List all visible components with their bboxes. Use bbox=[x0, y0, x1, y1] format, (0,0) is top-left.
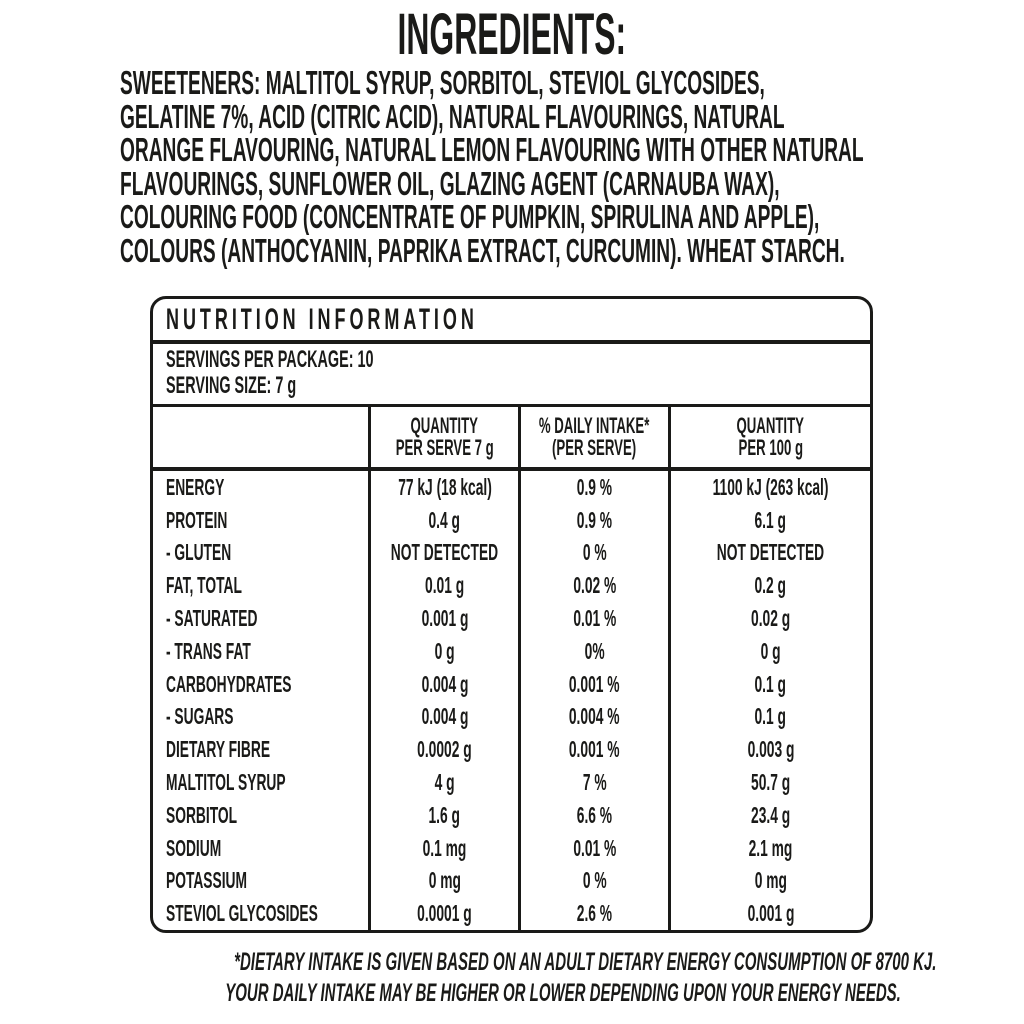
row-per-serve: 0.1 mg bbox=[368, 831, 518, 865]
col-header-daily-intake: % DAILY INTAKE* (PER SERVE) bbox=[518, 407, 668, 471]
row-label: - TRANS FAT bbox=[166, 637, 251, 664]
row-per-serve: 0.004 g bbox=[368, 667, 518, 701]
row-label: MALTITOL SYRUP bbox=[166, 768, 286, 795]
ingredients-line: COLOURING FOOD (CONCENTRATE OF PUMPKIN, … bbox=[120, 198, 820, 236]
servings-per-package: SERVINGS PER PACKAGE: 10 bbox=[166, 346, 374, 373]
row-daily-intake: 0 % bbox=[518, 864, 668, 898]
row-label: - SUGARS bbox=[166, 703, 234, 730]
row-daily-intake: 0 % bbox=[518, 536, 668, 570]
row-per-serve: 0.01 g bbox=[368, 569, 518, 603]
row-per-serve: 0.0002 g bbox=[368, 733, 518, 767]
row-per-100g: 23.4 g bbox=[668, 798, 870, 832]
row-per-serve: 77 kJ (18 kcal) bbox=[368, 471, 518, 504]
row-daily-intake: 2.6 % bbox=[518, 897, 668, 930]
row-label: PROTEIN bbox=[166, 506, 228, 533]
dietary-intake-footnote: *DIETARY INTAKE IS GIVEN BASED ON AN ADU… bbox=[0, 947, 1024, 1009]
page-title: INGREDIENTS: bbox=[397, 2, 627, 67]
ingredients-line: SWEETENERS: MALTITOL SYRUP, SORBITOL, ST… bbox=[120, 64, 765, 101]
row-daily-intake: 0.001 % bbox=[518, 733, 668, 767]
row-per-100g: NOT DETECTED bbox=[668, 536, 870, 570]
ingredients-line: ORANGE FLAVOURING, NATURAL LEMON FLAVOUR… bbox=[120, 131, 864, 169]
col-header-quantity-per-serve: QUANTITY PER SERVE 7 g bbox=[368, 407, 518, 471]
row-per-100g: 0.02 g bbox=[668, 602, 870, 635]
row-per-100g: 2.1 mg bbox=[668, 831, 870, 865]
row-per-100g: 0.003 g bbox=[668, 733, 870, 767]
row-daily-intake: 0.9 % bbox=[518, 471, 668, 504]
row-per-100g: 50.7 g bbox=[668, 766, 870, 799]
row-per-serve: 0.4 g bbox=[368, 503, 518, 537]
footnote-line: *DIETARY INTAKE IS GIVEN BASED ON AN ADU… bbox=[234, 948, 937, 976]
row-label: STEVIOL GLYCOSIDES bbox=[166, 900, 318, 927]
servings-block: SERVINGS PER PACKAGE: 10 SERVING SIZE: 7… bbox=[153, 344, 870, 407]
row-label: DIETARY FIBRE bbox=[166, 736, 271, 763]
row-label: SORBITOL bbox=[166, 801, 238, 828]
nutrition-grid: QUANTITY PER SERVE 7 g % DAILY INTAKE* (… bbox=[153, 407, 870, 930]
row-per-serve: 4 g bbox=[368, 766, 518, 799]
ingredients-paragraph: SWEETENERS: MALTITOL SYRUP, SORBITOL, ST… bbox=[120, 66, 920, 268]
row-per-100g: 0.1 g bbox=[668, 667, 870, 701]
row-daily-intake: 0.01 % bbox=[518, 831, 668, 865]
row-per-serve: 0.001 g bbox=[368, 602, 518, 635]
ingredients-line: GELATINE 7%, ACID (CITRIC ACID), NATURAL… bbox=[120, 97, 785, 135]
row-per-100g: 0.001 g bbox=[668, 897, 870, 930]
row-label: SODIUM bbox=[166, 834, 222, 861]
row-per-100g: 0 mg bbox=[668, 864, 870, 898]
row-per-100g: 6.1 g bbox=[668, 503, 870, 537]
row-daily-intake: 7 % bbox=[518, 766, 668, 799]
row-daily-intake: 0.9 % bbox=[518, 503, 668, 537]
row-per-100g: 1100 kJ (263 kcal) bbox=[668, 471, 870, 504]
row-per-100g: 0.2 g bbox=[668, 569, 870, 603]
nutrition-table: NUTRITION INFORMATION SERVINGS PER PACKA… bbox=[150, 296, 873, 933]
row-label: - GLUTEN bbox=[166, 539, 232, 566]
row-per-100g: 0.1 g bbox=[668, 700, 870, 734]
row-label: - SATURATED bbox=[166, 605, 258, 632]
row-label: FAT, TOTAL bbox=[166, 572, 242, 599]
row-per-serve: 0.004 g bbox=[368, 700, 518, 734]
ingredients-line: FLAVOURINGS, SUNFLOWER OIL, GLAZING AGEN… bbox=[120, 164, 780, 202]
col-header-nutrient bbox=[153, 407, 368, 471]
row-label: POTASSIUM bbox=[166, 867, 248, 894]
row-daily-intake: 0.01 % bbox=[518, 602, 668, 635]
row-daily-intake: 6.6 % bbox=[518, 798, 668, 832]
row-per-serve: 0 mg bbox=[368, 864, 518, 898]
row-daily-intake: 0% bbox=[518, 634, 668, 668]
row-daily-intake: 0.02 % bbox=[518, 569, 668, 603]
col-header-quantity-per-100g: QUANTITY PER 100 g bbox=[668, 407, 870, 471]
row-label: ENERGY bbox=[166, 473, 225, 500]
serving-size: SERVING SIZE: 7 g bbox=[166, 372, 297, 399]
row-per-serve: NOT DETECTED bbox=[368, 536, 518, 570]
row-daily-intake: 0.001 % bbox=[518, 667, 668, 701]
nutrition-title: NUTRITION INFORMATION bbox=[153, 299, 870, 344]
row-per-100g: 0 g bbox=[668, 634, 870, 668]
row-daily-intake: 0.004 % bbox=[518, 700, 668, 734]
row-per-serve: 0 g bbox=[368, 634, 518, 668]
footnote-line: YOUR DAILY INTAKE MAY BE HIGHER OR LOWER… bbox=[225, 979, 901, 1007]
row-per-serve: 1.6 g bbox=[368, 798, 518, 832]
row-label: CARBOHYDRATES bbox=[166, 670, 292, 697]
ingredients-line: COLOURS (ANTHOCYANIN, PAPRIKA EXTRACT, C… bbox=[120, 231, 845, 269]
row-per-serve: 0.0001 g bbox=[368, 897, 518, 930]
